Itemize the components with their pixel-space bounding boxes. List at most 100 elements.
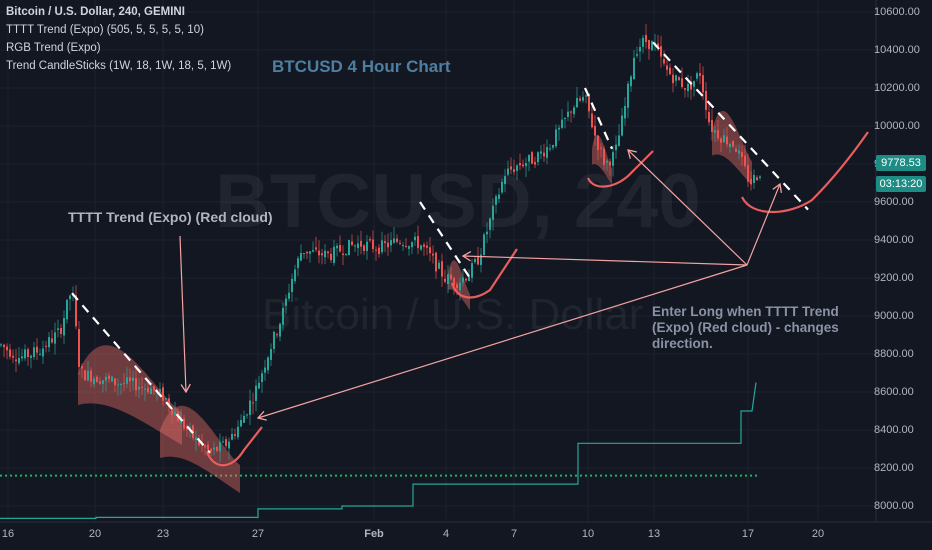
candle [609, 158, 611, 176]
candle-body [348, 239, 350, 256]
candle [126, 367, 128, 389]
y-tick-label: 8800.00 [874, 348, 914, 360]
candle [3, 343, 5, 358]
candle [630, 74, 632, 92]
indicator-tttt-trend[interactable]: TTTT Trend (Expo) (505, 5, 5, 5, 5, 10) [6, 24, 204, 36]
candle-body [657, 43, 659, 48]
candle-body [108, 375, 110, 379]
candle-body [15, 359, 17, 362]
candle-body [513, 169, 515, 173]
candle-body [150, 388, 152, 395]
candle [612, 145, 614, 177]
candle [18, 346, 20, 366]
candle-body [252, 402, 254, 404]
candle-body [63, 318, 65, 336]
candle-body [357, 243, 359, 249]
candle [234, 428, 236, 440]
candle-body [279, 323, 281, 337]
candle [678, 75, 680, 81]
candle [114, 378, 116, 392]
candle [603, 145, 605, 170]
candle [552, 144, 554, 151]
candle [150, 384, 152, 395]
indicator-trend-candlesticks[interactable]: Trend CandleSticks (1W, 18, 1W, 18, 5, 1… [6, 60, 232, 72]
candle [291, 273, 293, 302]
candle [492, 198, 494, 231]
reversal-curve [741, 131, 869, 214]
candle-body [519, 162, 521, 166]
candle [303, 252, 305, 259]
candle [621, 108, 623, 137]
candle-body [408, 246, 410, 249]
candle [405, 238, 407, 249]
candle [30, 354, 32, 369]
candle-body [756, 177, 758, 181]
candle [681, 67, 683, 89]
step-line-path [0, 382, 757, 519]
y-tick-label: 8600.00 [874, 386, 914, 398]
x-tick-label: Feb [364, 528, 384, 540]
candle [345, 253, 347, 257]
candle-body [36, 346, 38, 353]
candle-body [600, 147, 602, 149]
candle-body [336, 245, 338, 249]
candle-body [753, 174, 755, 183]
candle [375, 246, 377, 261]
candle-body [759, 176, 761, 179]
candle [129, 368, 131, 392]
candle [48, 332, 50, 353]
x-tick-label: 13 [647, 528, 661, 540]
candle-body [261, 373, 263, 383]
candle [438, 259, 440, 270]
candle-body [678, 77, 680, 81]
candle-body [195, 437, 197, 441]
candle-body [213, 447, 215, 450]
candle [381, 231, 383, 255]
candle-body [747, 165, 749, 182]
candle-body [132, 377, 134, 381]
chart-annotation-title: BTCUSD 4 Hour Chart [272, 57, 451, 76]
candle-body [384, 241, 386, 243]
candle [366, 235, 368, 260]
candle [510, 157, 512, 175]
candle [495, 194, 497, 214]
candle [132, 370, 134, 391]
candle [411, 241, 413, 255]
candle-body [228, 441, 230, 449]
candle-body [444, 278, 446, 282]
candle-body [414, 236, 416, 241]
candle [516, 164, 518, 180]
candle [42, 340, 44, 364]
candle [66, 299, 68, 324]
candle [318, 240, 320, 264]
candle-body [672, 74, 674, 84]
candle-body [531, 152, 533, 164]
x-tick-label: 17 [741, 528, 755, 540]
candle [15, 348, 17, 373]
candle [483, 232, 485, 258]
candle [96, 374, 98, 383]
candle-body [42, 348, 44, 357]
candle-body [456, 284, 458, 289]
candle [336, 242, 338, 257]
candle [168, 393, 170, 413]
candle-body [144, 388, 146, 390]
candle [210, 447, 212, 456]
dashed-trendline [71, 292, 211, 454]
candle [693, 80, 695, 97]
x-tick-label: 20 [88, 528, 102, 540]
indicator-rgb-trend[interactable]: RGB Trend (Expo) [6, 42, 101, 54]
arrow-shaft [627, 149, 748, 266]
candle-body [345, 253, 347, 255]
candle-body [390, 240, 392, 246]
candle [639, 38, 641, 62]
candle-body [87, 370, 89, 381]
symbol-title[interactable]: Bitcoin / U.S. Dollar, 240, GEMINI [6, 6, 185, 18]
candle-body [459, 282, 461, 291]
candle-body [585, 95, 587, 97]
candle [729, 142, 731, 153]
candle [513, 159, 515, 176]
candle [195, 430, 197, 452]
